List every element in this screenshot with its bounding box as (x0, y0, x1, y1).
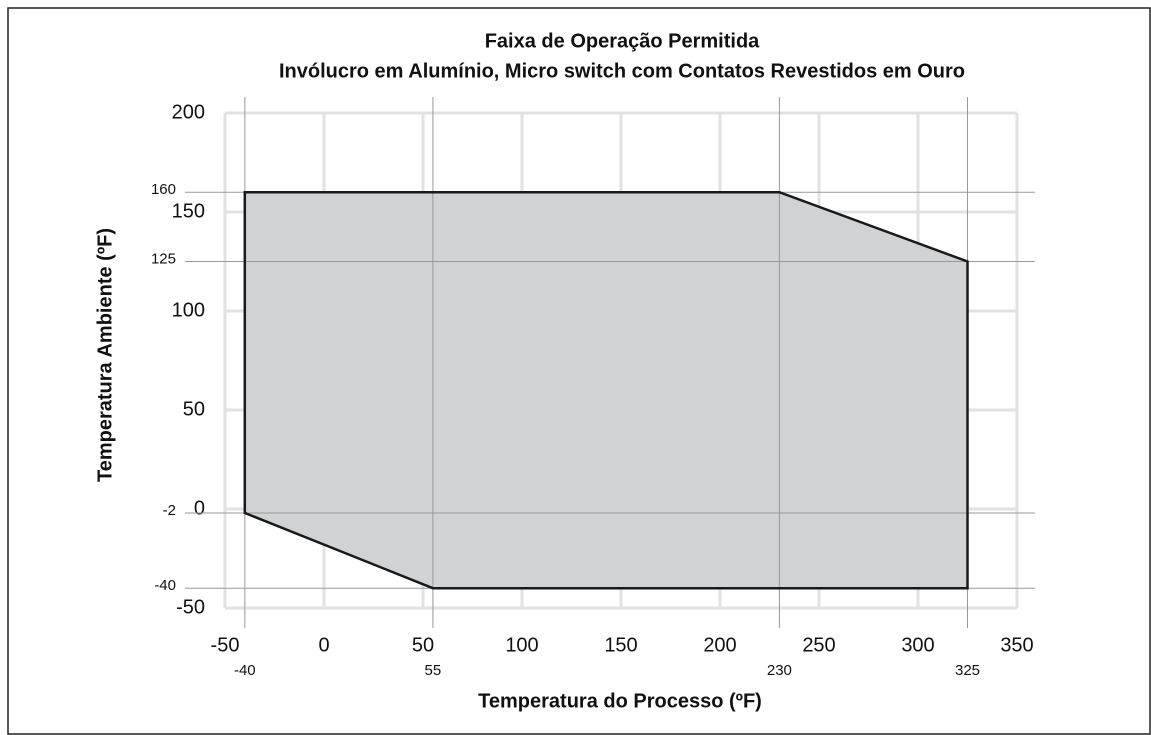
x-axis-label: Temperatura do Processo (ºF) (478, 690, 762, 712)
x-tick-label: 250 (802, 634, 835, 656)
x-secondary-tick-label: -40 (234, 662, 256, 679)
chart-title: Faixa de Operação Permitida (485, 30, 760, 52)
chart-subtitle: Invólucro em Alumínio, Micro switch com … (279, 60, 965, 82)
operating-region (244, 192, 968, 589)
y-secondary-tick-label: -40 (154, 577, 176, 594)
x-secondary-tick-label: 55 (425, 662, 442, 679)
x-secondary-tick-label: 325 (955, 662, 980, 679)
x-tick-label: 50 (412, 634, 434, 656)
y-secondary-tick-label: 125 (151, 250, 176, 267)
x-tick-label: 0 (318, 634, 329, 656)
x-secondary-tick-label: 230 (767, 662, 792, 679)
y-axis-label: Temperatura Ambiente (ºF) (94, 228, 116, 482)
y-tick-label: -50 (176, 596, 205, 618)
frame (7, 7, 1151, 735)
x-tick-label: 200 (703, 634, 736, 656)
y-tick-label: 200 (172, 101, 205, 123)
y-secondary-tick-label: -2 (163, 502, 176, 519)
x-tick-label: -50 (211, 634, 240, 656)
operating-region-outline (243, 190, 969, 590)
y-tick-label: 100 (172, 299, 205, 321)
y-tick-label: 50 (183, 398, 205, 420)
y-tick-label: 150 (172, 200, 205, 222)
x-tick-label: 350 (1000, 634, 1033, 656)
x-tick-label: 100 (505, 634, 538, 656)
y-secondary-tick-label: 160 (151, 181, 176, 198)
y-tick-label: 0 (194, 497, 205, 519)
x-tick-label: 150 (604, 634, 637, 656)
x-tick-label: 300 (901, 634, 934, 656)
